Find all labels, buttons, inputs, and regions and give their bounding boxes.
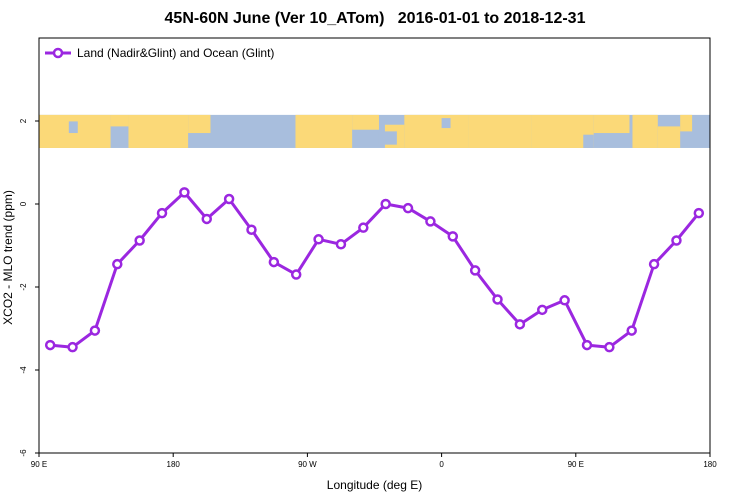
land-mass [110,114,129,127]
y-tick-label: -2 [19,283,28,291]
land-mass [188,114,211,134]
data-point [537,304,548,316]
land-mass [352,114,379,130]
x-tick-label: 0 [439,460,444,469]
legend-marker-swatch [52,47,64,59]
land-mass [680,114,693,132]
x-axis-label: Longitude (deg E) [327,478,422,492]
x-tick-label: 180 [167,460,181,469]
land-mass [404,114,469,148]
data-point [246,224,257,235]
land-mass [71,134,96,148]
x-tick-label: 180 [703,460,717,469]
data-point [335,239,347,250]
data-point [358,222,369,233]
land-mass [657,126,681,148]
data-point [514,319,526,330]
data-point [559,295,570,306]
data-point [671,235,682,246]
plot-frame [38,37,711,454]
land-mass [632,114,658,148]
data-point [268,256,280,268]
data-point [425,216,436,227]
data-point [380,198,391,210]
data-point [492,294,503,305]
data-point [89,325,101,336]
data-point [67,341,78,353]
data-point [201,213,212,225]
x-tick-label: 90 E [31,460,47,469]
y-tick-label: -4 [19,366,28,374]
series-line [50,190,700,349]
land-mass [593,114,630,134]
data-point [469,265,481,276]
data-point [112,258,123,270]
data-point [313,234,324,245]
x-tick-label: 90 E [568,460,584,469]
data-point [693,207,705,219]
data-point [604,341,615,353]
data-point [290,269,302,280]
y-axis-label: XCO2 - MLO trend (ppm) [1,190,15,325]
water-feature [441,118,451,129]
water-feature [583,134,594,148]
land-mass [531,114,594,148]
data-point [223,193,235,205]
data-point [44,339,56,351]
world-map-strip [39,114,710,148]
data-point [179,187,190,198]
y-tick-label: 2 [19,118,28,123]
land-mass [295,114,353,148]
legend: Land (Nadir&Glint) and Ocean (Glint) [45,46,274,60]
data-point [626,325,637,336]
water-feature [378,131,397,145]
data-point [134,235,145,246]
land-mass [128,114,189,148]
data-point [648,258,660,270]
x-tick-label: 90 W [298,460,317,469]
water-feature [68,121,78,134]
data-point [581,339,593,351]
legend-entry: Land (Nadir&Glint) and Ocean (Glint) [77,46,274,60]
y-tick-label: -6 [19,449,28,457]
data-point [402,202,414,214]
data-point [447,231,459,242]
land-mass [468,114,532,148]
data-point [156,207,168,219]
y-tick-label: 0 [19,201,28,206]
chart-title: 45N-60N June (Ver 10_ATom) 2016-01-01 to… [164,10,586,27]
